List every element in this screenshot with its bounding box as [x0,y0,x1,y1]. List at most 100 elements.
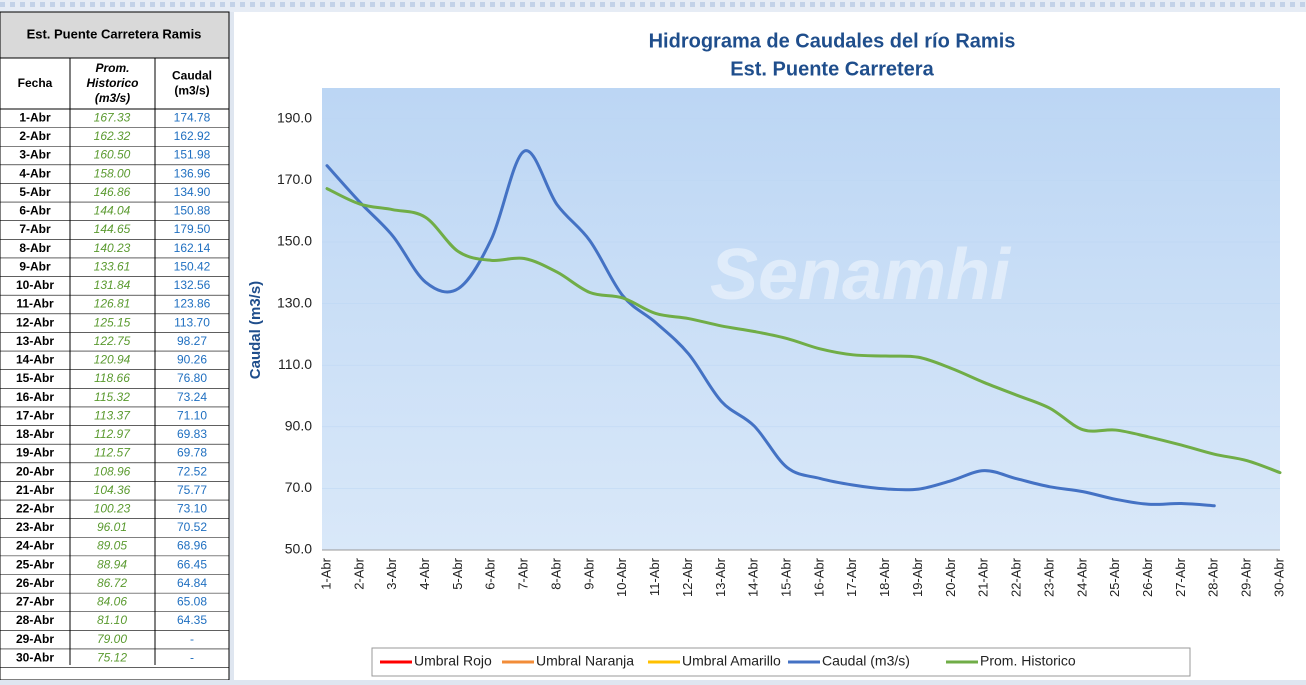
cell-prom: 140.23 [94,241,131,255]
cell-date: 5-Abr [19,185,51,199]
x-tick-label: 28-Abr [1206,557,1221,597]
x-tick-label: 15-Abr [779,557,794,597]
cell-caudal: 66.45 [177,557,207,571]
cell-prom: 120.94 [94,353,131,367]
cell-caudal: 150.88 [174,204,211,218]
cell-prom: 158.00 [94,166,131,180]
table-title-cell [0,11,230,59]
cell-date: 9-Abr [19,259,51,273]
cell-prom: 112.97 [94,427,131,441]
cell-prom: 108.96 [94,464,131,478]
cell-prom: 104.36 [94,483,131,497]
cell-prom: 84.06 [97,595,127,609]
cell-caudal: 162.92 [174,129,211,143]
cell-date: 25-Abr [16,557,54,571]
cell-date: 7-Abr [19,222,51,236]
y-tick-label: 170.0 [277,171,312,187]
cell-prom: 162.32 [94,129,131,143]
cell-prom: 167.33 [94,110,131,124]
watermark: Senamhi [710,235,1012,315]
cell-date: 19-Abr [16,446,54,460]
top-strip [0,0,1306,12]
cell-caudal: 179.50 [174,222,211,236]
cell-date: 27-Abr [16,595,54,609]
y-tick-label: 50.0 [285,541,312,557]
cell-prom: 75.12 [97,650,127,664]
cell-date: 2-Abr [19,129,51,143]
legend-label: Umbral Rojo [414,653,492,669]
x-tick-label: 19-Abr [910,557,925,597]
cell-date: 22-Abr [16,502,54,516]
cell-date: 24-Abr [16,539,54,553]
chart-title: Hidrograma de Caudales del río Ramis [649,30,1016,52]
x-tick-label: 1-Abr [318,557,333,589]
column-header: Caudal (m3/s) [172,69,212,98]
x-tick-label: 29-Abr [1239,557,1254,597]
cell-caudal: 132.56 [174,278,211,292]
header-row [0,57,230,110]
x-tick-label: 4-Abr [417,557,432,589]
x-tick-label: 22-Abr [1009,557,1024,597]
x-tick-label: 12-Abr [680,557,695,597]
cell-prom: 89.05 [97,539,127,553]
cell-date: 1-Abr [19,110,51,124]
cell-date: 28-Abr [16,613,54,627]
cell-date: 10-Abr [16,278,54,292]
cell-caudal: 162.14 [174,241,211,255]
cell-prom: 86.72 [97,576,127,590]
x-tick-label: 13-Abr [713,557,728,597]
cell-prom: 115.32 [94,390,130,404]
cell-prom: 81.10 [97,613,127,627]
x-tick-label: 9-Abr [581,557,596,589]
cell-caudal: 150.42 [174,259,211,273]
cell-caudal: 64.35 [177,613,207,627]
cell-caudal: 174.78 [174,110,211,124]
cell-caudal: 65.08 [177,595,207,609]
y-tick-label: 110.0 [278,356,312,372]
cell-date: 29-Abr [16,632,54,646]
x-tick-label: 23-Abr [1041,557,1056,597]
cell-prom: 79.00 [97,632,127,646]
cell-prom: 126.81 [94,297,131,311]
cell-prom: 118.66 [94,371,130,385]
cell-prom: 131.84 [94,278,131,292]
cell-date: 3-Abr [19,148,51,162]
cell-prom: 144.65 [94,222,131,236]
x-tick-label: 7-Abr [516,557,531,589]
cell-date: 21-Abr [16,483,54,497]
legend-label: Umbral Naranja [536,653,634,669]
table: Est. Puente Carretera Ramis Fecha Prom. His… [0,11,230,668]
cell-date: 14-Abr [16,353,54,367]
cell-caudal: 123.86 [174,297,211,311]
cell-date: 12-Abr [16,315,54,329]
y-tick-label: 130.0 [277,294,312,310]
cell-prom: 160.50 [94,148,131,162]
x-tick-label: 17-Abr [844,557,859,597]
y-axis-label: Caudal (m3/s) [247,281,264,379]
x-tick-label: 26-Abr [1140,557,1155,597]
series-line [325,187,1282,475]
x-tick-label: 24-Abr [1074,557,1089,597]
cell-prom: 113.37 [94,408,131,422]
cell-caudal: 90.26 [177,353,207,367]
x-tick-label: 25-Abr [1107,557,1122,597]
cell-prom: 133.61 [94,259,131,273]
cell-caudal: 75.77 [177,483,207,497]
x-tick-label: 5-Abr [450,557,465,589]
legend-label: Umbral Amarillo [682,653,781,669]
cell-caudal: 76.80 [177,371,207,385]
cell-caudal: 98.27 [177,334,207,348]
cell-prom: 144.04 [94,204,131,218]
cell-date: 26-Abr [16,576,54,590]
cell-date: 23-Abr [16,520,54,534]
x-tick-label: 3-Abr [384,557,399,589]
cell-caudal: 73.24 [177,390,207,404]
cell-caudal: 113.70 [174,315,210,329]
legend-label: Prom. Historico [980,653,1076,669]
series-line [325,149,1216,508]
x-tick-label: 10-Abr [614,557,629,597]
cell-prom: 112.57 [94,446,131,460]
cell-prom: 146.86 [94,185,131,199]
cell-date: 13-Abr [16,334,54,348]
